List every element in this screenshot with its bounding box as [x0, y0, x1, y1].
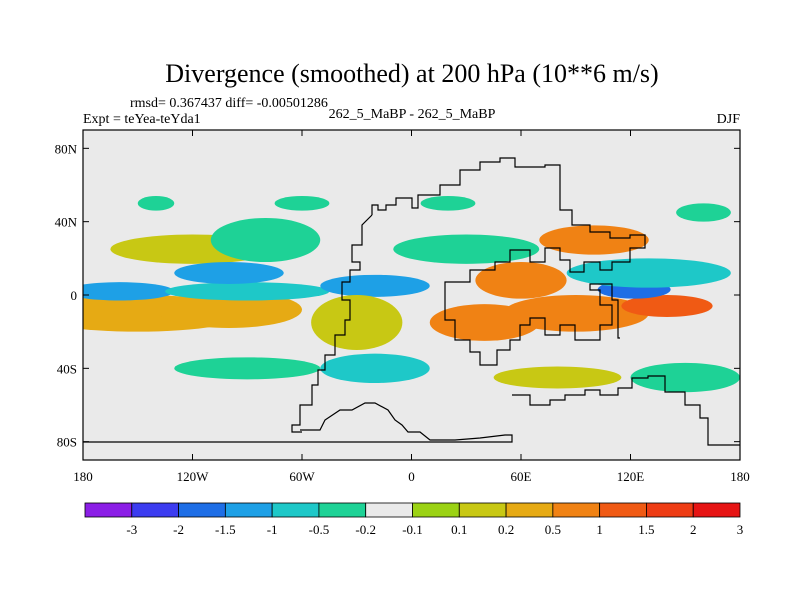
y-axis: 80N 40N 0 40S 80S	[55, 141, 740, 450]
contour-blob	[165, 282, 330, 301]
colorbar-swatch	[458, 502, 507, 518]
land-outline	[83, 157, 740, 446]
x-axis: 180 120W 60W 0 60E 120E 180	[73, 130, 750, 484]
colorbar-label: 0.1	[451, 522, 467, 537]
colorbar-label: 1	[596, 522, 603, 537]
colorbar-swatch	[131, 502, 179, 518]
y-tick-label: 40S	[57, 361, 77, 376]
contour-blob	[539, 225, 649, 255]
contour-blob	[311, 295, 403, 350]
colorbar: -3 -2 -1.5 -1 -0.5 -0.2 -0.1 0.1 0.2 0.5 1 1.5 2 3	[84, 502, 744, 537]
x-tick-label: 60W	[289, 469, 315, 484]
colorbar-label: -0.5	[309, 522, 330, 537]
chart-title: Divergence (smoothed) at 200 hPa (10**6 …	[165, 59, 658, 88]
y-tick-label: 40N	[55, 215, 78, 230]
colorbar-swatch	[224, 502, 273, 518]
colorbar-label: -3	[126, 522, 137, 537]
contour-blob	[274, 196, 330, 211]
contour-blob	[83, 282, 175, 301]
x-tick-label: 180	[73, 469, 93, 484]
contour-blob	[320, 353, 430, 384]
contour-blob	[393, 234, 540, 264]
colorbar-swatch	[412, 502, 460, 518]
colorbar-label: -1	[267, 522, 278, 537]
colorbar-label: 3	[737, 522, 744, 537]
colorbar-label: -0.2	[355, 522, 376, 537]
colorbar-swatch	[692, 502, 741, 518]
contour-blob	[210, 218, 321, 262]
contour-blob	[621, 295, 713, 317]
colorbar-swatch	[505, 502, 554, 518]
x-tick-label: 120E	[617, 469, 645, 484]
x-tick-label: 60E	[511, 469, 532, 484]
colorbar-swatch	[552, 502, 601, 518]
contour-blob	[630, 362, 740, 393]
colorbar-label: 2	[690, 522, 697, 537]
y-tick-label: 80N	[55, 141, 78, 156]
contour-fill-layer	[83, 196, 740, 393]
colorbar-label: -2	[173, 522, 184, 537]
colorbar-label: 0.5	[545, 522, 561, 537]
colorbar-swatch	[365, 502, 413, 518]
experiment-label: Expt = teYea-teYda1	[83, 112, 201, 127]
south-america-outline	[83, 402, 513, 443]
contour-blob	[493, 366, 622, 389]
contour-blob	[429, 304, 540, 341]
continent-outline-north	[371, 157, 646, 366]
contour-blob	[566, 258, 731, 288]
contour-blob	[174, 357, 321, 380]
x-tick-label: 120W	[177, 469, 210, 484]
colorbar-swatch	[84, 502, 133, 518]
contour-blob	[420, 196, 476, 211]
case-label: 262_5_MaBP - 262_5_MaBP	[329, 107, 496, 122]
contour-blob	[320, 274, 430, 297]
colorbar-label: -1.5	[215, 522, 236, 537]
colorbar-swatch	[646, 502, 694, 518]
y-tick-label: 0	[71, 288, 78, 303]
colorbar-swatch	[271, 502, 320, 518]
contour-blob	[475, 262, 567, 299]
season-label: DJF	[717, 112, 741, 127]
colorbar-swatch	[178, 502, 226, 518]
colorbar-swatch	[599, 502, 647, 518]
colorbar-label: 0.2	[498, 522, 514, 537]
contour-blob	[156, 291, 302, 328]
stats-label: rmsd= 0.367437 diff= -0.00501286	[130, 96, 328, 111]
colorbar-swatch	[318, 502, 367, 518]
antarctic-outline	[512, 375, 740, 446]
colorbar-label: -0.1	[402, 522, 423, 537]
contour-blob	[137, 196, 175, 211]
colorbar-label: 1.5	[638, 522, 654, 537]
y-tick-label: 80S	[57, 435, 77, 450]
x-tick-label: 0	[408, 469, 415, 484]
x-tick-label: 180	[730, 469, 750, 484]
contour-blob	[174, 262, 284, 284]
contour-blob	[676, 203, 731, 222]
americas-outline	[291, 214, 373, 433]
